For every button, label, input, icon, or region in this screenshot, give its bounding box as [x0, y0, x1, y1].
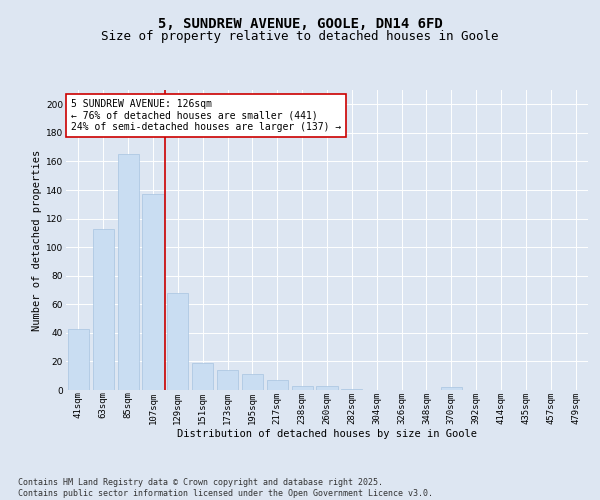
Text: 5 SUNDREW AVENUE: 126sqm
← 76% of detached houses are smaller (441)
24% of semi-: 5 SUNDREW AVENUE: 126sqm ← 76% of detach…: [71, 99, 341, 132]
X-axis label: Distribution of detached houses by size in Goole: Distribution of detached houses by size …: [177, 429, 477, 439]
Y-axis label: Number of detached properties: Number of detached properties: [32, 150, 42, 330]
Bar: [267, 380, 288, 390]
Bar: [68, 328, 89, 390]
Text: 5, SUNDREW AVENUE, GOOLE, DN14 6FD: 5, SUNDREW AVENUE, GOOLE, DN14 6FD: [158, 18, 442, 32]
Bar: [118, 154, 139, 390]
Bar: [142, 194, 164, 390]
Bar: [292, 386, 313, 390]
Bar: [167, 293, 188, 390]
Text: Contains HM Land Registry data © Crown copyright and database right 2025.
Contai: Contains HM Land Registry data © Crown c…: [18, 478, 433, 498]
Text: Size of property relative to detached houses in Goole: Size of property relative to detached ho…: [101, 30, 499, 43]
Bar: [316, 386, 338, 390]
Bar: [93, 228, 114, 390]
Bar: [341, 388, 362, 390]
Bar: [441, 387, 462, 390]
Bar: [192, 363, 213, 390]
Bar: [242, 374, 263, 390]
Bar: [217, 370, 238, 390]
